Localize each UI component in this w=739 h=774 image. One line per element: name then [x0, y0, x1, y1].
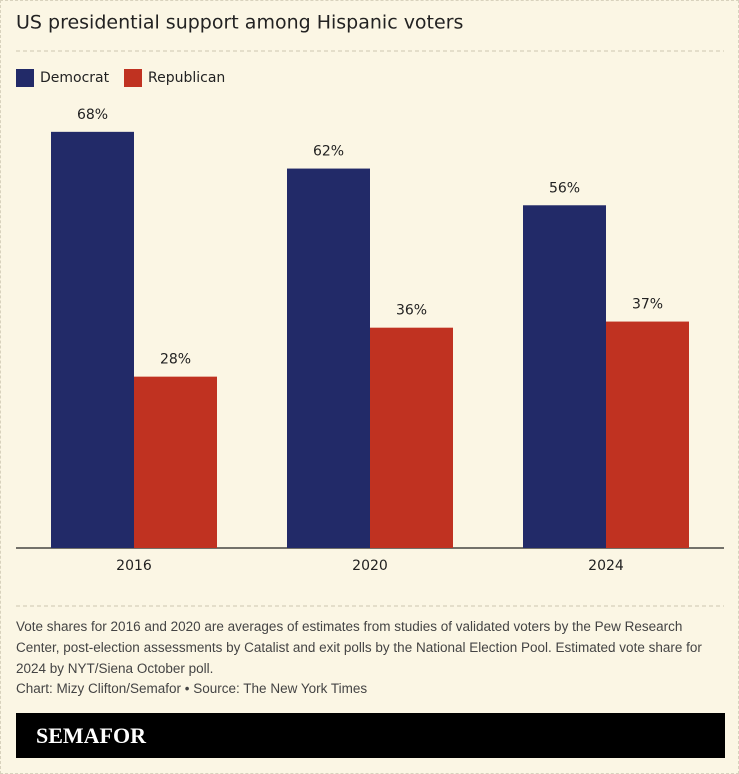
brand: SEMAFOR	[16, 713, 725, 758]
value-label: 28%	[160, 352, 191, 368]
legend-swatch	[16, 69, 34, 87]
chart: US presidential support among Hispanic v…	[16, 12, 724, 607]
bar	[523, 205, 606, 548]
notes: Vote shares for 2016 and 2020 are averag…	[16, 619, 702, 676]
legend-label: Republican	[148, 70, 225, 86]
value-label: 62%	[313, 144, 344, 160]
bar	[51, 131, 134, 548]
bar	[370, 327, 453, 548]
value-label: 37%	[632, 297, 663, 313]
legend-label: Democrat	[40, 70, 110, 86]
chart-title: US presidential support among Hispanic v…	[16, 12, 463, 34]
credit: Chart: Mizy Clifton/Semafor • Source: Th…	[16, 681, 368, 696]
x-tick-label: 2016	[116, 558, 152, 574]
value-label: 36%	[396, 303, 427, 319]
value-label: 56%	[549, 180, 580, 196]
bar	[134, 376, 217, 548]
bar	[287, 168, 370, 548]
x-tick-label: 2024	[588, 558, 624, 574]
x-tick-label: 2020	[352, 558, 388, 574]
value-label: 68%	[77, 107, 108, 123]
legend-swatch	[124, 69, 142, 87]
bar	[606, 321, 689, 548]
